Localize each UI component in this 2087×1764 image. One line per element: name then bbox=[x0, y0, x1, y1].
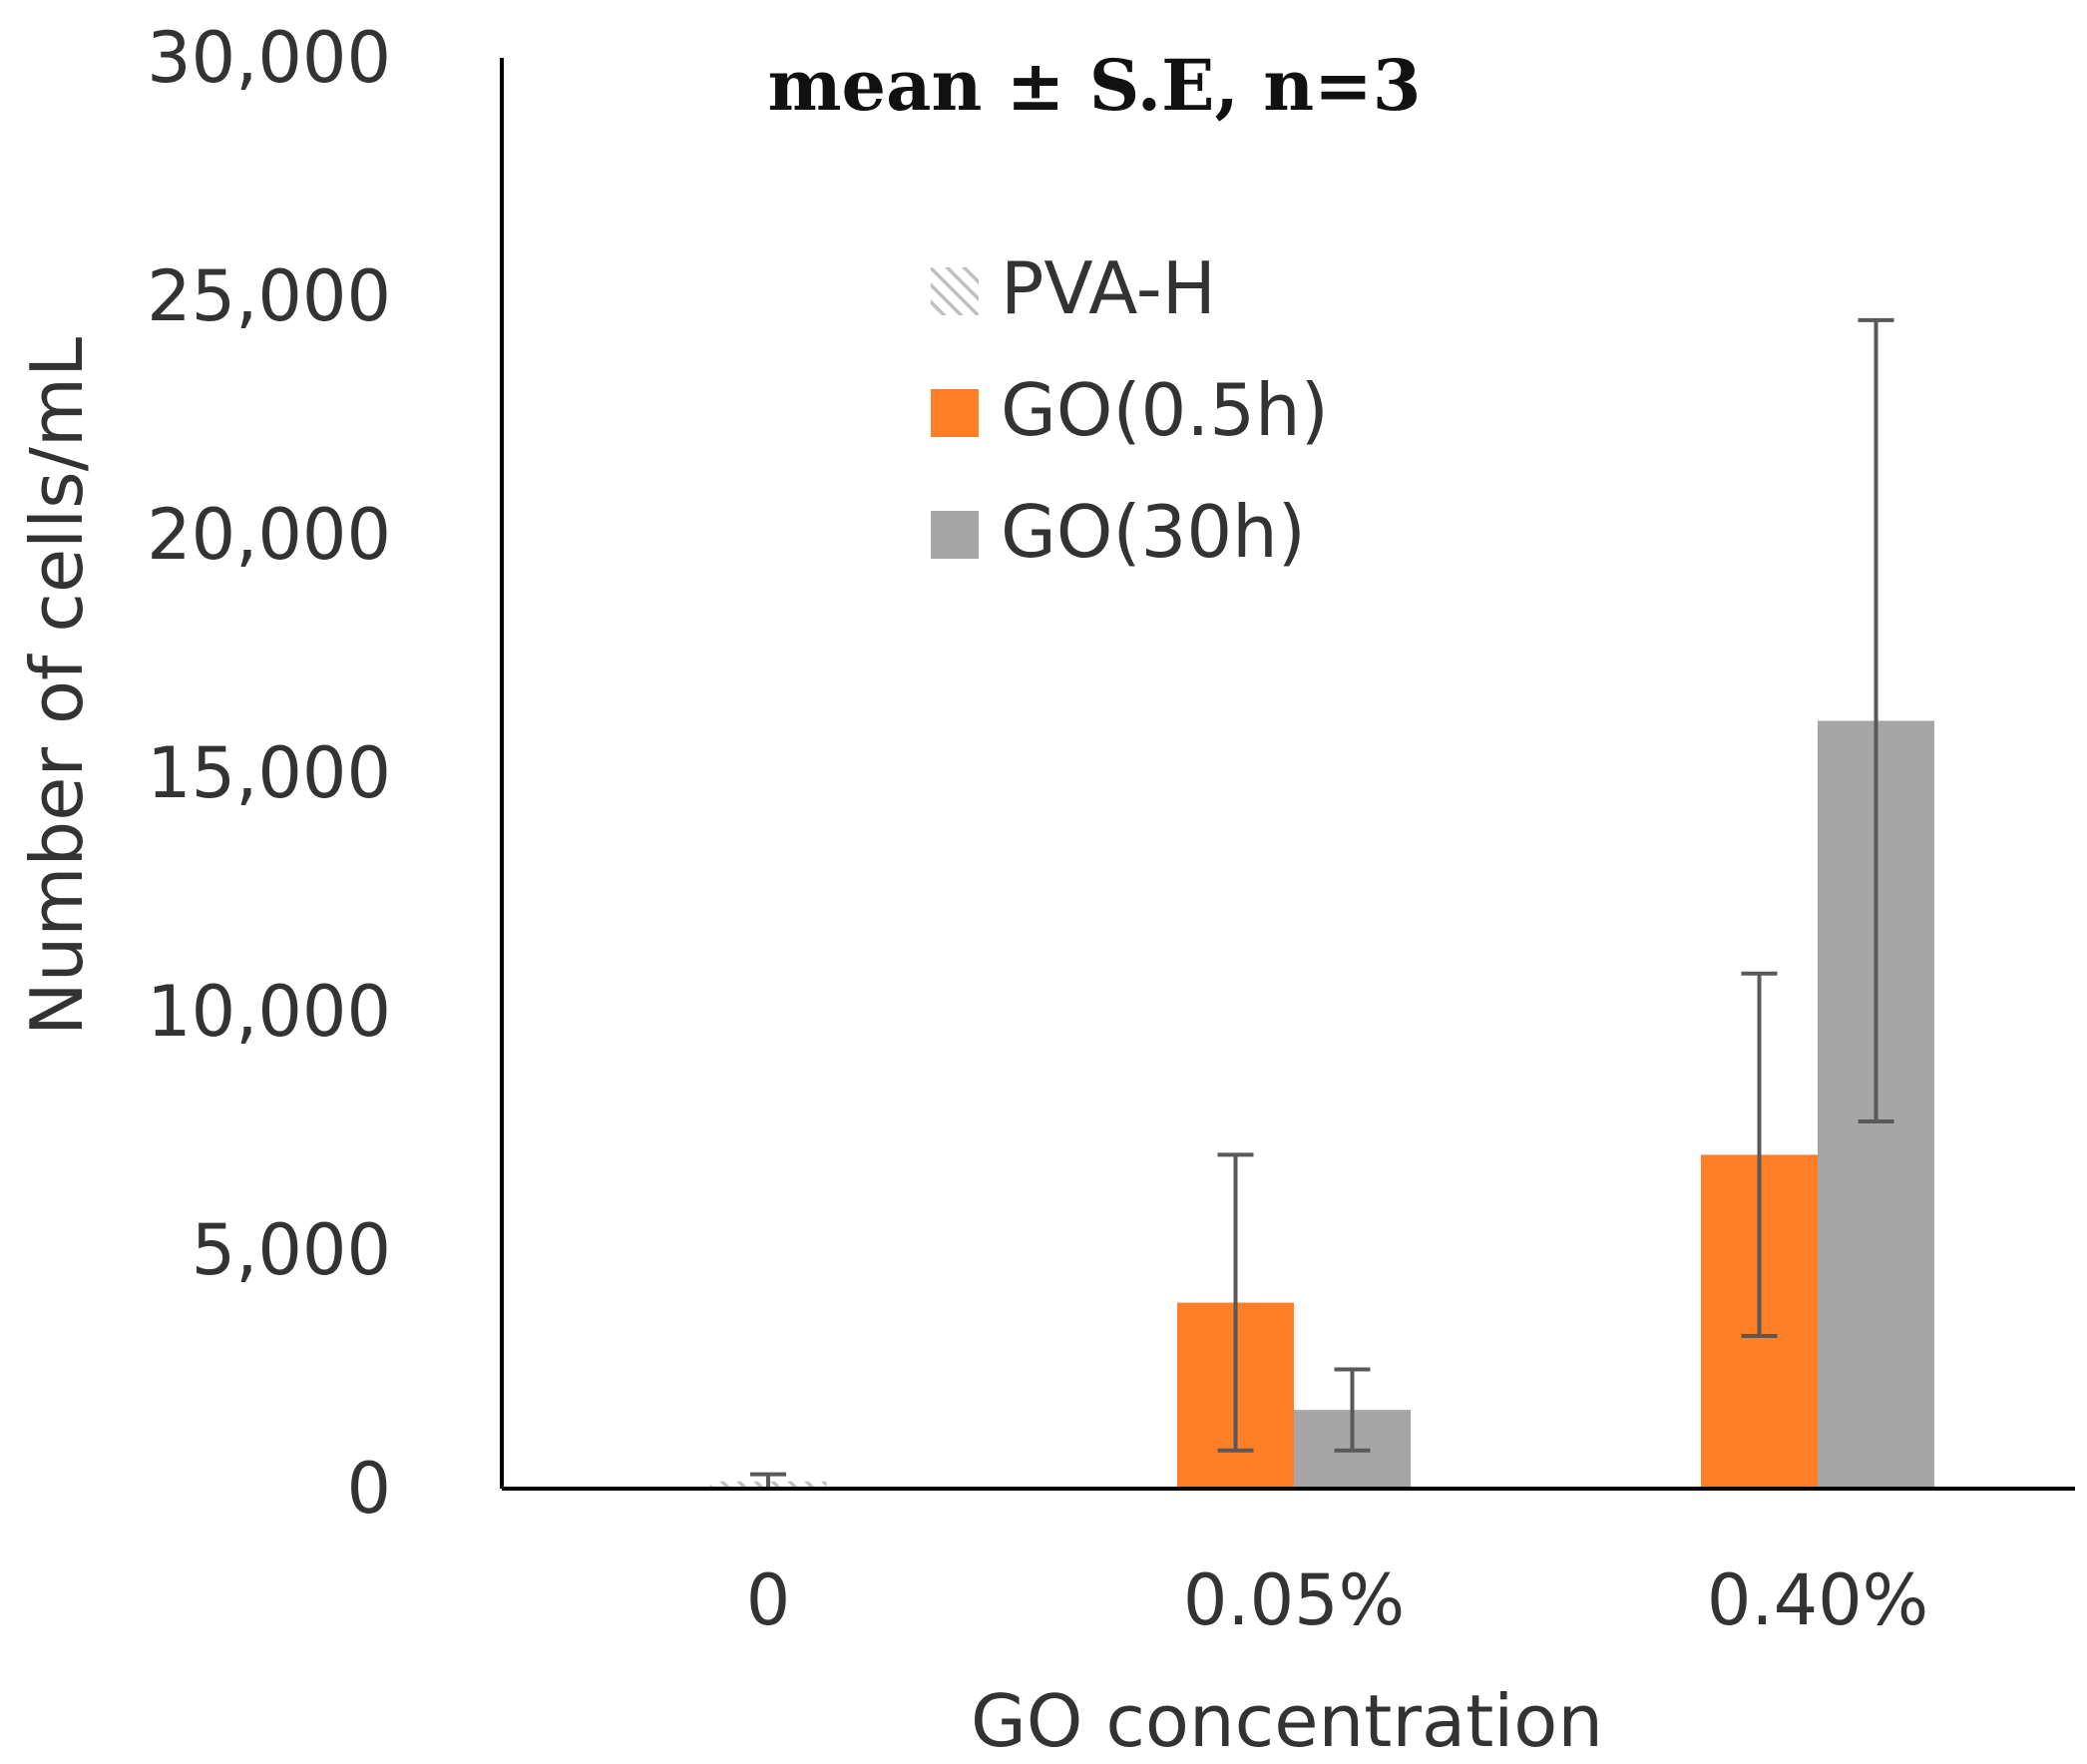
legend: PVA-H GO(0.5h) GO(30h) bbox=[931, 246, 1329, 574]
legend-swatch bbox=[931, 389, 979, 437]
x-tick-label: 0 bbox=[746, 1559, 791, 1641]
y-tick-label: 20,000 bbox=[147, 494, 391, 576]
x-tick-label: 0.05% bbox=[1183, 1559, 1405, 1641]
y-tick-label: 0 bbox=[346, 1448, 391, 1530]
chart-annotation: mean ± S.E, n=3 bbox=[767, 44, 1421, 127]
y-axis-title: Number of cells/mL bbox=[15, 337, 99, 1036]
legend-label: PVA-H bbox=[1001, 246, 1216, 330]
bars bbox=[709, 720, 1934, 1489]
x-tick-label: 0.40% bbox=[1707, 1559, 1928, 1641]
error-bars bbox=[750, 317, 1894, 1491]
legend-swatch bbox=[931, 511, 979, 559]
x-axis-title: GO concentration bbox=[971, 1679, 1603, 1763]
y-tick-label: 25,000 bbox=[147, 255, 391, 337]
y-tick-label: 10,000 bbox=[147, 971, 391, 1053]
y-axis-ticks: 0 5,000 10,000 15,000 20,000 25,000 30,000 bbox=[147, 17, 391, 1530]
y-tick-label: 30,000 bbox=[147, 17, 391, 99]
y-tick-label: 15,000 bbox=[147, 732, 391, 814]
legend-label: GO(30h) bbox=[1001, 490, 1306, 574]
x-axis-categories: 0 0.05% 0.40% bbox=[746, 1559, 1928, 1641]
y-tick-label: 5,000 bbox=[192, 1209, 391, 1291]
legend-label: GO(0.5h) bbox=[1001, 368, 1329, 452]
legend-swatch bbox=[931, 267, 979, 315]
